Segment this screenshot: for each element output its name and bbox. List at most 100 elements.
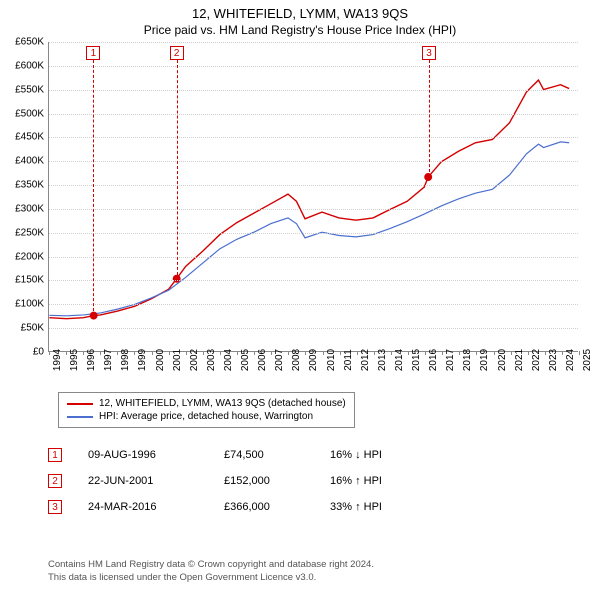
x-tick [442, 351, 443, 355]
x-tick [425, 351, 426, 355]
tx-date: 22-JUN-2001 [88, 475, 198, 487]
x-tick [237, 351, 238, 355]
x-tick [66, 351, 67, 355]
x-tick [494, 351, 495, 355]
y-tick-label: £400K [2, 156, 44, 167]
legend-label: HPI: Average price, detached house, Warr… [99, 411, 313, 422]
x-tick [528, 351, 529, 355]
legend-item: 12, WHITEFIELD, LYMM, WA13 9QS (detached… [67, 397, 346, 410]
x-tick [357, 351, 358, 355]
legend-swatch [67, 403, 93, 405]
x-tick [340, 351, 341, 355]
x-tick-label: 2025 [582, 349, 593, 371]
x-tick [117, 351, 118, 355]
x-tick-label: 2022 [531, 349, 542, 371]
x-tick-label: 2016 [428, 349, 439, 371]
tx-marker: 3 [48, 500, 62, 514]
x-tick [100, 351, 101, 355]
gridline [49, 66, 578, 67]
x-tick [545, 351, 546, 355]
chart-plot-area: 123 [48, 42, 578, 352]
x-tick-label: 1996 [86, 349, 97, 371]
x-tick-label: 1999 [137, 349, 148, 371]
x-tick [271, 351, 272, 355]
x-tick [459, 351, 460, 355]
y-tick-label: £450K [2, 132, 44, 143]
y-tick-label: £650K [2, 37, 44, 48]
x-tick-label: 2002 [189, 349, 200, 371]
y-tick-label: £500K [2, 108, 44, 119]
tx-marker: 2 [48, 474, 62, 488]
y-tick-label: £250K [2, 227, 44, 238]
x-tick-label: 2000 [155, 349, 166, 371]
x-tick-label: 2004 [223, 349, 234, 371]
x-tick-label: 2001 [172, 349, 183, 371]
x-tick-label: 2015 [411, 349, 422, 371]
marker-guideline [429, 60, 430, 177]
x-tick-label: 1997 [103, 349, 114, 371]
y-tick-label: £350K [2, 180, 44, 191]
x-tick-label: 2003 [206, 349, 217, 371]
table-row: 2 22-JUN-2001 £152,000 16% ↑ HPI [48, 468, 420, 494]
table-row: 3 24-MAR-2016 £366,000 33% ↑ HPI [48, 494, 420, 520]
footer-attribution: Contains HM Land Registry data © Crown c… [48, 559, 374, 584]
x-tick-label: 1998 [120, 349, 131, 371]
transactions-table: 1 09-AUG-1996 £74,500 16% ↓ HPI 2 22-JUN… [48, 442, 420, 520]
marker-guideline [93, 60, 94, 316]
x-tick [511, 351, 512, 355]
x-tick-label: 2008 [291, 349, 302, 371]
legend-swatch [67, 416, 93, 418]
table-row: 1 09-AUG-1996 £74,500 16% ↓ HPI [48, 442, 420, 468]
x-tick-label: 2024 [565, 349, 576, 371]
tx-diff: 16% ↑ HPI [330, 475, 420, 487]
x-tick [305, 351, 306, 355]
gridline [49, 42, 578, 43]
chart-subtitle: Price paid vs. HM Land Registry's House … [0, 21, 600, 37]
gridline [49, 233, 578, 234]
marker-guideline [177, 60, 178, 280]
x-tick-label: 2021 [514, 349, 525, 371]
footer-line: This data is licensed under the Open Gov… [48, 572, 374, 584]
x-tick [49, 351, 50, 355]
gridline [49, 114, 578, 115]
x-tick [562, 351, 563, 355]
marker-label: 2 [170, 46, 184, 60]
tx-price: £366,000 [224, 501, 304, 513]
x-tick [203, 351, 204, 355]
x-tick-label: 2020 [497, 349, 508, 371]
y-tick-label: £550K [2, 84, 44, 95]
x-tick [579, 351, 580, 355]
series-line [49, 80, 569, 319]
y-tick-label: £600K [2, 60, 44, 71]
tx-marker: 1 [48, 448, 62, 462]
legend-label: 12, WHITEFIELD, LYMM, WA13 9QS (detached… [99, 398, 346, 409]
y-tick-label: £50K [2, 323, 44, 334]
x-tick [391, 351, 392, 355]
x-tick-label: 2009 [308, 349, 319, 371]
x-tick-label: 2011 [343, 349, 354, 371]
tx-date: 09-AUG-1996 [88, 449, 198, 461]
gridline [49, 304, 578, 305]
x-tick [288, 351, 289, 355]
gridline [49, 161, 578, 162]
gridline [49, 257, 578, 258]
x-tick [186, 351, 187, 355]
gridline [49, 209, 578, 210]
series-line [49, 142, 569, 316]
y-tick-label: £0 [2, 347, 44, 358]
x-tick-label: 2013 [377, 349, 388, 371]
marker-label: 3 [422, 46, 436, 60]
x-tick-label: 2014 [394, 349, 405, 371]
legend-item: HPI: Average price, detached house, Warr… [67, 410, 346, 423]
chart-title: 12, WHITEFIELD, LYMM, WA13 9QS [0, 0, 600, 21]
x-tick-label: 2019 [479, 349, 490, 371]
x-tick [169, 351, 170, 355]
gridline [49, 328, 578, 329]
x-tick [134, 351, 135, 355]
x-tick [254, 351, 255, 355]
gridline [49, 137, 578, 138]
x-tick [323, 351, 324, 355]
y-tick-label: £200K [2, 251, 44, 262]
x-tick [408, 351, 409, 355]
x-tick-label: 2010 [326, 349, 337, 371]
